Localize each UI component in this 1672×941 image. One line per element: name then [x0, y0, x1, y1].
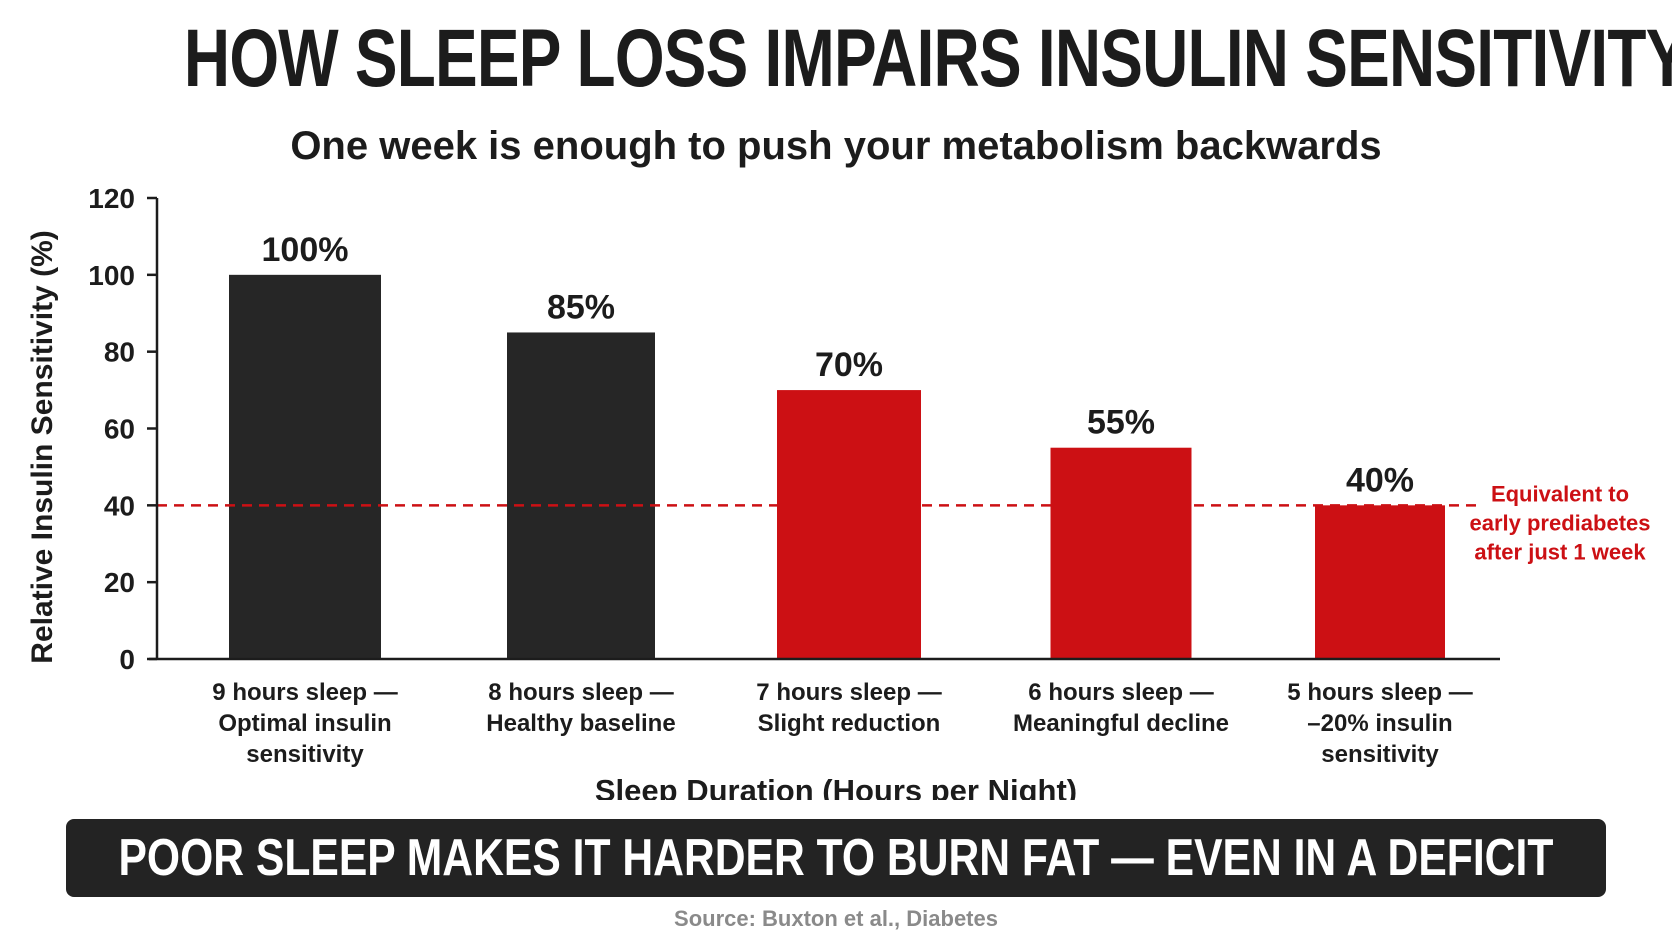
- y-tick-label: 60: [104, 414, 135, 445]
- chart-subtitle: One week is enough to push your metaboli…: [290, 124, 1382, 168]
- bar-0: [229, 274, 381, 659]
- chart-title: HOW SLEEP LOSS IMPAIRS INSULIN SENSITIVI…: [183, 13, 1672, 104]
- x-category-label-0: 9 hours sleep — Optimal insulin sensitivit…: [212, 679, 397, 768]
- x-category-line: 7 hours sleep —: [756, 679, 941, 706]
- y-tick-label: 100: [88, 260, 135, 291]
- x-category-line: Slight reduction: [758, 710, 941, 737]
- banner-text: POOR SLEEP MAKES IT HARDER TO BURN FAT —…: [118, 829, 1554, 887]
- x-category-line: 5 hours sleep —: [1287, 679, 1472, 706]
- x-category-line: 6 hours sleep —: [1028, 679, 1213, 706]
- x-category-line: Healthy baseline: [486, 710, 675, 737]
- reference-annotation-line: Equivalent to: [1491, 481, 1629, 506]
- reference-annotation: Equivalent to early prediabetes after just…: [1470, 481, 1651, 564]
- bar-2: [777, 390, 921, 659]
- x-category-line: Optimal insulin: [218, 710, 391, 737]
- data-label-0: 100%: [262, 231, 349, 269]
- reference-annotation-line: after just 1 week: [1474, 539, 1646, 564]
- data-label-2: 70%: [815, 346, 883, 384]
- bar-4: [1315, 505, 1445, 659]
- x-category-line: sensitivity: [246, 741, 364, 768]
- x-category-line: 9 hours sleep —: [212, 679, 397, 706]
- x-axis-label: Sleep Duration (Hours per Night): [595, 773, 1077, 800]
- y-tick-label: 20: [104, 567, 135, 598]
- y-tick-label: 0: [119, 644, 135, 675]
- data-label-3: 55%: [1087, 404, 1155, 442]
- bar-3: [1050, 447, 1192, 659]
- bar-chart: Equivalent to early prediabetes after just…: [26, 183, 1651, 800]
- source-citation: Source: Buxton et al., Diabetes: [674, 906, 998, 931]
- x-category-line: –20% insulin: [1307, 710, 1452, 737]
- data-label-1: 85%: [547, 288, 615, 326]
- x-category-line: Meaningful decline: [1013, 710, 1229, 737]
- conclusion-banner: POOR SLEEP MAKES IT HARDER TO BURN FAT —…: [66, 819, 1606, 897]
- y-tick-label: 120: [88, 183, 135, 214]
- reference-annotation-line: early prediabetes: [1470, 510, 1651, 535]
- x-category-label-2: 7 hours sleep — Slight reduction: [756, 679, 941, 737]
- x-category-label-1: 8 hours sleep — Healthy baseline: [486, 679, 675, 737]
- x-category-line: sensitivity: [1321, 741, 1439, 768]
- data-label-4: 40%: [1346, 461, 1414, 499]
- bar-1: [507, 332, 655, 659]
- x-category-label-3: 6 hours sleep — Meaningful decline: [1013, 679, 1229, 737]
- x-category-label-4: 5 hours sleep — –20% insulin sensitivity: [1287, 679, 1472, 768]
- y-tick-label: 80: [104, 337, 135, 368]
- y-tick-label: 40: [104, 490, 135, 521]
- x-category-line: 8 hours sleep —: [488, 679, 673, 706]
- y-axis-label: Relative Insulin Sensitivity (%): [26, 230, 59, 663]
